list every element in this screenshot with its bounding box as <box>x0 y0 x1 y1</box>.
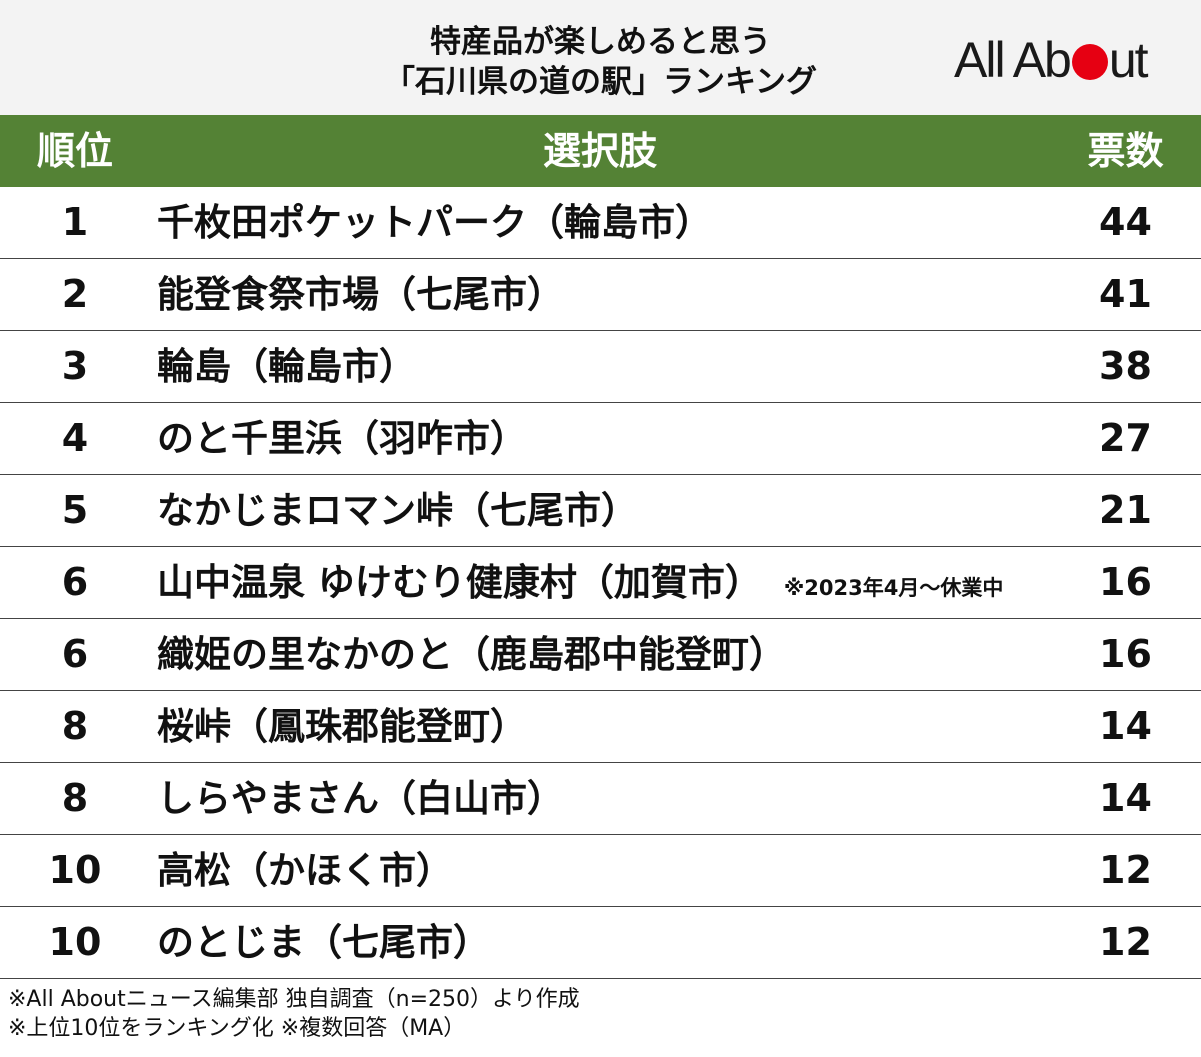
footer-source-note: ※All Aboutニュース編集部 独自調査（n=250）より作成 <box>8 987 580 1012</box>
row-choice: なかじまロマン峠（七尾市） <box>157 475 1047 546</box>
row-choice-text: 千枚田ポケットパーク（輪島市） <box>157 201 712 244</box>
row-choice: しらやまさん（白山市） <box>157 763 1047 834</box>
header: 特産品が楽しめると思う 「石川県の道の駅」ランキング All Ab ut <box>0 0 1201 115</box>
table-row: 6 織姫の里なかのと（鹿島郡中能登町） 16 <box>0 619 1201 691</box>
table-row: 6 山中温泉 ゆけむり健康村（加賀市） ※2023年4月～休業中 16 <box>0 547 1201 619</box>
row-votes: 41 <box>1099 272 1152 316</box>
title-line-1: 特産品が楽しめると思う <box>430 24 771 60</box>
logo-text-after: ut <box>1108 32 1149 88</box>
row-votes: 16 <box>1099 632 1152 676</box>
row-choice-text: 能登食祭市場（七尾市） <box>157 273 564 316</box>
row-rank: 4 <box>61 416 89 460</box>
row-choice-text: 山中温泉 ゆけむり健康村（加賀市） <box>157 561 762 604</box>
row-rank: 1 <box>61 200 89 244</box>
row-rank: 3 <box>61 344 89 388</box>
row-choice: 千枚田ポケットパーク（輪島市） <box>157 187 1047 258</box>
row-choice: 能登食祭市場（七尾市） <box>157 259 1047 330</box>
row-choice: 輪島（輪島市） <box>157 331 1047 402</box>
footer-method-note: ※上位10位をランキング化 ※複数回答（MA） <box>8 1016 466 1041</box>
footer-notes: ※All Aboutニュース編集部 独自調査（n=250）より作成 ※上位10位… <box>8 985 580 1043</box>
table-row: 1 千枚田ポケットパーク（輪島市） 44 <box>0 187 1201 259</box>
row-votes: 14 <box>1099 776 1152 820</box>
table-row: 4 のと千里浜（羽咋市） 27 <box>0 403 1201 475</box>
title-line-2: 「石川県の道の駅」ランキング <box>383 64 818 100</box>
row-votes: 27 <box>1099 416 1152 460</box>
row-votes: 16 <box>1099 560 1152 604</box>
ranking-table-body: 1 千枚田ポケットパーク（輪島市） 44 2 能登食祭市場（七尾市） 41 3 … <box>0 187 1201 979</box>
row-rank: 8 <box>61 776 89 820</box>
row-choice: 織姫の里なかのと（鹿島郡中能登町） <box>157 619 1047 690</box>
row-votes: 12 <box>1099 848 1152 892</box>
row-votes: 44 <box>1099 200 1152 244</box>
row-votes: 21 <box>1099 488 1152 532</box>
row-choice: のと千里浜（羽咋市） <box>157 403 1047 474</box>
row-choice: 山中温泉 ゆけむり健康村（加賀市） ※2023年4月～休業中 <box>157 547 1047 618</box>
allabout-logo: All Ab ut <box>954 30 1149 90</box>
row-choice-text: のと千里浜（羽咋市） <box>157 417 527 460</box>
row-choice: 桜峠（鳳珠郡能登町） <box>157 691 1047 762</box>
logo-red-dot-icon <box>1071 44 1108 80</box>
row-rank: 6 <box>61 560 89 604</box>
table-row: 2 能登食祭市場（七尾市） 41 <box>0 259 1201 331</box>
row-votes: 12 <box>1099 920 1152 964</box>
row-choice-text: しらやまさん（白山市） <box>157 777 564 820</box>
table-row: 8 桜峠（鳳珠郡能登町） 14 <box>0 691 1201 763</box>
row-rank: 2 <box>61 272 89 316</box>
column-header-votes: 票数 <box>1087 129 1164 173</box>
row-choice-text: 輪島（輪島市） <box>157 345 416 388</box>
column-header-choice: 選択肢 <box>542 129 657 173</box>
row-choice: 高松（かほく市） <box>157 835 1047 906</box>
row-closure-note: ※2023年4月～休業中 <box>783 576 1004 600</box>
page-title: 特産品が楽しめると思う 「石川県の道の駅」ランキング <box>0 22 1201 102</box>
table-row: 10 のとじま（七尾市） 12 <box>0 907 1201 979</box>
logo-text-before: All Ab <box>954 32 1072 88</box>
row-rank: 10 <box>48 920 102 964</box>
row-choice: のとじま（七尾市） <box>157 907 1047 978</box>
table-row: 10 高松（かほく市） 12 <box>0 835 1201 907</box>
row-choice-text: なかじまロマン峠（七尾市） <box>157 489 638 532</box>
row-choice-text: 桜峠（鳳珠郡能登町） <box>157 705 527 748</box>
row-votes: 38 <box>1099 344 1152 388</box>
table-row: 8 しらやまさん（白山市） 14 <box>0 763 1201 835</box>
column-header-rank: 順位 <box>36 129 113 173</box>
row-votes: 14 <box>1099 704 1152 748</box>
row-rank: 6 <box>61 632 89 676</box>
row-rank: 8 <box>61 704 89 748</box>
row-choice-text: 高松（かほく市） <box>157 849 453 892</box>
table-header: 順位 選択肢 票数 <box>0 115 1201 187</box>
row-choice-text: のとじま（七尾市） <box>157 921 490 964</box>
row-rank: 5 <box>61 488 89 532</box>
row-choice-text: 織姫の里なかのと（鹿島郡中能登町） <box>157 633 786 676</box>
table-row: 5 なかじまロマン峠（七尾市） 21 <box>0 475 1201 547</box>
row-rank: 10 <box>48 848 102 892</box>
table-row: 3 輪島（輪島市） 38 <box>0 331 1201 403</box>
